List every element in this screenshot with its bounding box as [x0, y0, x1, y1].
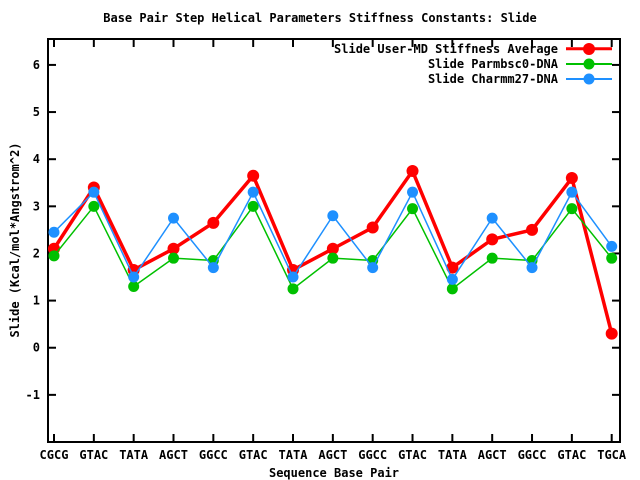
legend-line-sample: [566, 41, 612, 56]
chart-title: Base Pair Step Helical Parameters Stiffn…: [103, 11, 537, 25]
x-tick-label: CGCG: [40, 448, 69, 462]
x-tick-label: GGCC: [358, 448, 387, 462]
data-point: [526, 223, 539, 236]
data-point: [606, 240, 618, 252]
data-point: [326, 242, 339, 255]
legend-label: Slide Parmbsc0-DNA: [427, 56, 558, 71]
data-point: [247, 169, 260, 182]
data-point: [247, 200, 259, 212]
y-tick-label: 0: [33, 341, 40, 355]
y-tick-label: 1: [33, 294, 40, 308]
x-tick-label: TATA: [119, 448, 149, 462]
data-point: [486, 212, 498, 224]
y-tick-label: 3: [33, 199, 40, 213]
data-point: [168, 252, 180, 264]
legend-label: Slide Charmm27-DNA: [427, 71, 558, 86]
data-point: [247, 186, 259, 198]
y-tick-label: 5: [33, 105, 40, 119]
data-point: [88, 186, 100, 198]
data-point: [327, 252, 339, 264]
x-tick-label: GGCC: [518, 448, 547, 462]
data-point: [605, 327, 618, 340]
x-tick-label: GGCC: [199, 448, 228, 462]
data-point: [446, 273, 458, 285]
legend-line-sample: [566, 71, 612, 86]
data-point: [128, 271, 140, 283]
y-axis-label: Slide (Kcal/mol*Angstrom^2): [8, 142, 22, 338]
data-point: [486, 252, 498, 264]
x-tick-label: TATA: [279, 448, 309, 462]
data-point: [446, 261, 459, 274]
data-point: [407, 186, 419, 198]
data-point: [48, 250, 60, 262]
x-tick-label: AGCT: [318, 448, 347, 462]
data-point: [48, 226, 60, 238]
data-point: [446, 283, 458, 295]
x-axis-label: Sequence Base Pair: [268, 466, 400, 480]
data-point: [207, 216, 220, 229]
data-point: [566, 186, 578, 198]
legend-item-charmm27: Slide Charmm27-DNA: [0, 71, 612, 86]
legend: Slide User-MD Stiffness Average Slide Pa…: [0, 41, 612, 86]
data-point: [287, 283, 299, 295]
y-tick-label: 4: [33, 152, 40, 166]
x-tick-label: AGCT: [159, 448, 188, 462]
x-tick-label: GTAC: [79, 448, 108, 462]
data-point: [606, 252, 618, 264]
y-tick-label: 6: [33, 58, 40, 72]
data-point: [565, 172, 578, 185]
legend-label: Slide User-MD Stiffness Average: [334, 41, 558, 56]
x-tick-label: TATA: [438, 448, 468, 462]
legend-item-user-md: Slide User-MD Stiffness Average: [0, 41, 612, 56]
data-point: [128, 280, 140, 292]
data-point: [168, 212, 180, 224]
x-tick-label: AGCT: [478, 448, 507, 462]
y-tick-label: -1: [26, 388, 40, 402]
data-point: [526, 262, 538, 274]
data-point: [327, 210, 339, 222]
data-point: [167, 242, 180, 255]
x-tick-label: TGCA: [597, 448, 627, 462]
data-point: [366, 221, 379, 234]
data-point: [486, 233, 499, 246]
legend-item-parmbsc0: Slide Parmbsc0-DNA: [0, 56, 612, 71]
x-tick-label: GTAC: [557, 448, 586, 462]
y-tick-label: 2: [33, 246, 40, 260]
x-tick-label: GTAC: [398, 448, 427, 462]
data-point: [407, 203, 419, 215]
data-point: [566, 203, 578, 215]
data-point: [88, 200, 100, 212]
legend-line-sample: [566, 56, 612, 71]
data-point: [406, 164, 419, 177]
data-point: [207, 262, 219, 274]
plot-border: [47, 38, 621, 443]
x-tick-label: GTAC: [239, 448, 268, 462]
data-point: [367, 262, 379, 274]
data-point: [287, 271, 299, 283]
